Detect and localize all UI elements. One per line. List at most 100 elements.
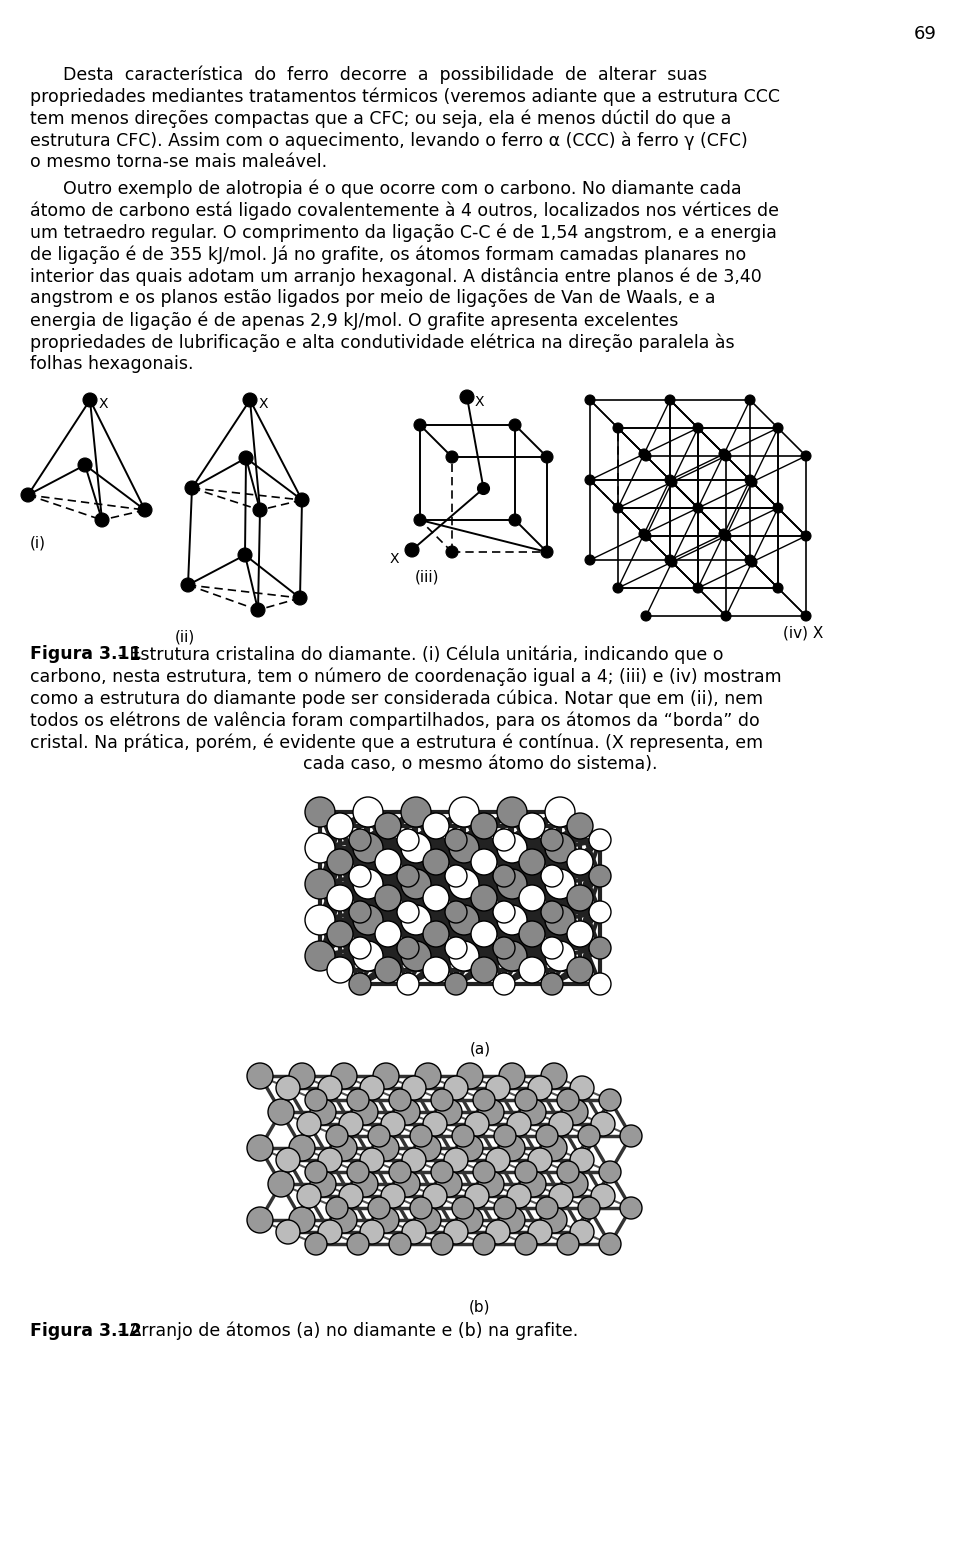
- Circle shape: [473, 1162, 495, 1183]
- Text: X: X: [259, 397, 269, 411]
- Circle shape: [465, 1183, 489, 1208]
- Text: estrutura CFC). Assim com o aquecimento, levando o ferro α (CCC) à ferro γ (CFC): estrutura CFC). Assim com o aquecimento,…: [30, 131, 748, 149]
- Circle shape: [721, 451, 731, 460]
- Circle shape: [305, 1233, 327, 1255]
- Circle shape: [599, 1088, 621, 1110]
- Text: Outro exemplo de alotropia é o que ocorre com o carbono. No diamante cada: Outro exemplo de alotropia é o que ocorr…: [30, 179, 742, 197]
- Circle shape: [21, 488, 35, 502]
- Circle shape: [641, 611, 651, 620]
- Circle shape: [247, 1207, 273, 1233]
- Circle shape: [719, 449, 729, 459]
- Circle shape: [381, 1112, 405, 1137]
- Circle shape: [349, 938, 371, 959]
- Circle shape: [423, 956, 449, 983]
- Circle shape: [541, 938, 563, 959]
- Circle shape: [477, 482, 490, 494]
- Circle shape: [493, 900, 515, 924]
- Circle shape: [326, 1124, 348, 1148]
- Text: - Arranjo de átomos (a) no diamante e (b) na grafite.: - Arranjo de átomos (a) no diamante e (b…: [112, 1322, 579, 1340]
- Circle shape: [247, 1135, 273, 1162]
- Circle shape: [613, 423, 623, 432]
- Circle shape: [326, 1197, 348, 1219]
- Circle shape: [641, 451, 651, 460]
- Circle shape: [349, 973, 371, 995]
- Text: (b): (b): [469, 1300, 491, 1316]
- Circle shape: [445, 865, 467, 886]
- Circle shape: [567, 849, 593, 875]
- Circle shape: [493, 938, 515, 959]
- Text: folhas hexagonais.: folhas hexagonais.: [30, 355, 194, 373]
- Circle shape: [599, 1233, 621, 1255]
- Circle shape: [327, 956, 353, 983]
- Circle shape: [423, 1183, 447, 1208]
- Text: cada caso, o mesmo átomo do sistema).: cada caso, o mesmo átomo do sistema).: [302, 756, 658, 773]
- Circle shape: [497, 833, 527, 863]
- Circle shape: [436, 1099, 462, 1124]
- Circle shape: [243, 393, 257, 407]
- Circle shape: [541, 900, 563, 924]
- Circle shape: [305, 1088, 327, 1110]
- Circle shape: [402, 1148, 426, 1172]
- Circle shape: [401, 798, 431, 827]
- Circle shape: [310, 1171, 336, 1197]
- Circle shape: [305, 869, 335, 899]
- Circle shape: [557, 1088, 579, 1110]
- Circle shape: [276, 1076, 300, 1099]
- Circle shape: [570, 1148, 594, 1172]
- Text: átomo de carbono está ligado covalentemente à 4 outros, localizados nos vértices: átomo de carbono está ligado covalenteme…: [30, 201, 779, 219]
- Circle shape: [613, 583, 623, 592]
- Circle shape: [276, 1148, 300, 1172]
- Circle shape: [667, 557, 677, 568]
- Circle shape: [449, 833, 479, 863]
- Circle shape: [375, 813, 401, 840]
- Circle shape: [375, 956, 401, 983]
- Circle shape: [347, 1162, 369, 1183]
- Circle shape: [578, 1124, 600, 1148]
- Circle shape: [310, 1099, 336, 1124]
- Circle shape: [327, 849, 353, 875]
- Circle shape: [801, 611, 811, 620]
- Circle shape: [402, 1076, 426, 1099]
- Circle shape: [293, 591, 307, 605]
- Text: (ii): (ii): [175, 630, 195, 645]
- Circle shape: [585, 474, 595, 485]
- Circle shape: [499, 1207, 525, 1233]
- Circle shape: [401, 833, 431, 863]
- Circle shape: [693, 583, 703, 592]
- Circle shape: [95, 513, 109, 527]
- Circle shape: [545, 798, 575, 827]
- Circle shape: [305, 905, 335, 935]
- Circle shape: [541, 973, 563, 995]
- Circle shape: [78, 459, 92, 473]
- Circle shape: [545, 833, 575, 863]
- Circle shape: [339, 1112, 363, 1137]
- Circle shape: [589, 900, 611, 924]
- Text: como a estrutura do diamante pode ser considerada cúbica. Notar que em (ii), nem: como a estrutura do diamante pode ser co…: [30, 689, 763, 708]
- Circle shape: [545, 905, 575, 935]
- Circle shape: [305, 1162, 327, 1183]
- Circle shape: [591, 1112, 615, 1137]
- Circle shape: [562, 1171, 588, 1197]
- Text: (i): (i): [30, 535, 46, 550]
- Circle shape: [478, 1099, 504, 1124]
- Circle shape: [368, 1197, 390, 1219]
- Circle shape: [745, 474, 755, 485]
- Circle shape: [381, 1183, 405, 1208]
- Circle shape: [562, 1099, 588, 1124]
- Text: cristal. Na prática, porém, é evidente que a estrutura é contínua. (X representa: cristal. Na prática, porém, é evidente q…: [30, 732, 763, 751]
- Text: Desta  característica  do  ferro  decorre  a  possibilidade  de  alterar  suas: Desta característica do ferro decorre a …: [30, 65, 708, 84]
- Circle shape: [375, 921, 401, 947]
- Circle shape: [567, 813, 593, 840]
- Text: Figura 3.11: Figura 3.11: [30, 645, 142, 662]
- Circle shape: [394, 1099, 420, 1124]
- Text: 69: 69: [914, 25, 936, 44]
- Circle shape: [431, 1088, 453, 1110]
- Circle shape: [486, 1076, 510, 1099]
- Circle shape: [493, 973, 515, 995]
- Circle shape: [557, 1233, 579, 1255]
- Text: propriedades de lubrificação e alta condutividade elétrica na direção paralela à: propriedades de lubrificação e alta cond…: [30, 333, 734, 351]
- Circle shape: [347, 1233, 369, 1255]
- Circle shape: [347, 1088, 369, 1110]
- Circle shape: [541, 546, 553, 558]
- Circle shape: [305, 941, 335, 970]
